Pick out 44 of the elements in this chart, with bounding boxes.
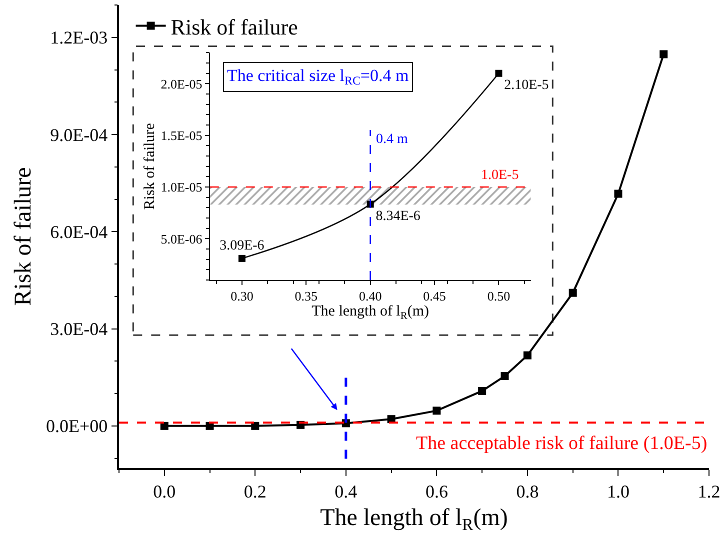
ref-line-label: 1.0E-5 [481, 168, 519, 183]
y-tick-label: 6.0E-04 [50, 222, 108, 242]
data-label: 3.09E-6 [220, 238, 264, 254]
point [251, 422, 260, 430]
y-tick-label: 1.0E-05 [160, 180, 202, 195]
y-tick-label: 2.0E-05 [160, 76, 202, 92]
x-tick-label: 0.45 [423, 288, 446, 304]
x-tick-label: 0.0 [153, 481, 176, 502]
ref-line-label: 0.4 m [376, 132, 408, 147]
y-axis-title: Risk of failure [10, 167, 37, 306]
x-tick-label: 0.50 [487, 288, 510, 304]
x-axis-title: The length of l$_{R}$(m) [320, 505, 508, 534]
x-tick-label: 0.6 [425, 481, 448, 502]
x-tick-label: 0.35 [294, 288, 318, 304]
x-tick-label: 0.2 [244, 481, 266, 502]
point [523, 351, 532, 360]
y-tick-label: 1.2E-03 [50, 28, 108, 48]
x-tick-label: 0.30 [230, 288, 254, 304]
point [478, 386, 486, 395]
ref-line-label: The acceptable risk of failure (1.0E-5) [416, 433, 708, 454]
x-tick-label: 1.0 [606, 481, 630, 502]
x-axis-title: The length of l$_{R}$(m) [312, 304, 430, 322]
y-tick-label: 1.5E-05 [160, 128, 202, 143]
legend-label: Risk of failure [170, 14, 298, 40]
point [160, 422, 168, 430]
x-tick-label: 0.4 [334, 481, 358, 502]
data-label: 2.10E-5 [504, 78, 549, 94]
point [568, 288, 577, 297]
x-tick-label: 1.2 [698, 481, 720, 502]
y-tick-label: 9.0E-04 [50, 124, 108, 145]
point [500, 372, 509, 380]
point [238, 254, 246, 262]
x-tick-label: 0.40 [358, 288, 382, 304]
point [432, 406, 441, 415]
point [614, 190, 622, 198]
x-tick-label: 0.8 [516, 481, 539, 502]
y-tick-label: 3.0E-04 [50, 319, 108, 340]
data-label: 8.34E-6 [376, 209, 420, 224]
y-axis-title: Risk of failure [142, 122, 158, 210]
y-tick-label: 0.0E+00 [46, 416, 108, 436]
point [660, 50, 668, 58]
annotation: The critical size l$_{RC}$=0.4 m [227, 66, 409, 88]
y-tick-label: 5.0E-06 [160, 231, 203, 246]
point [495, 70, 502, 77]
